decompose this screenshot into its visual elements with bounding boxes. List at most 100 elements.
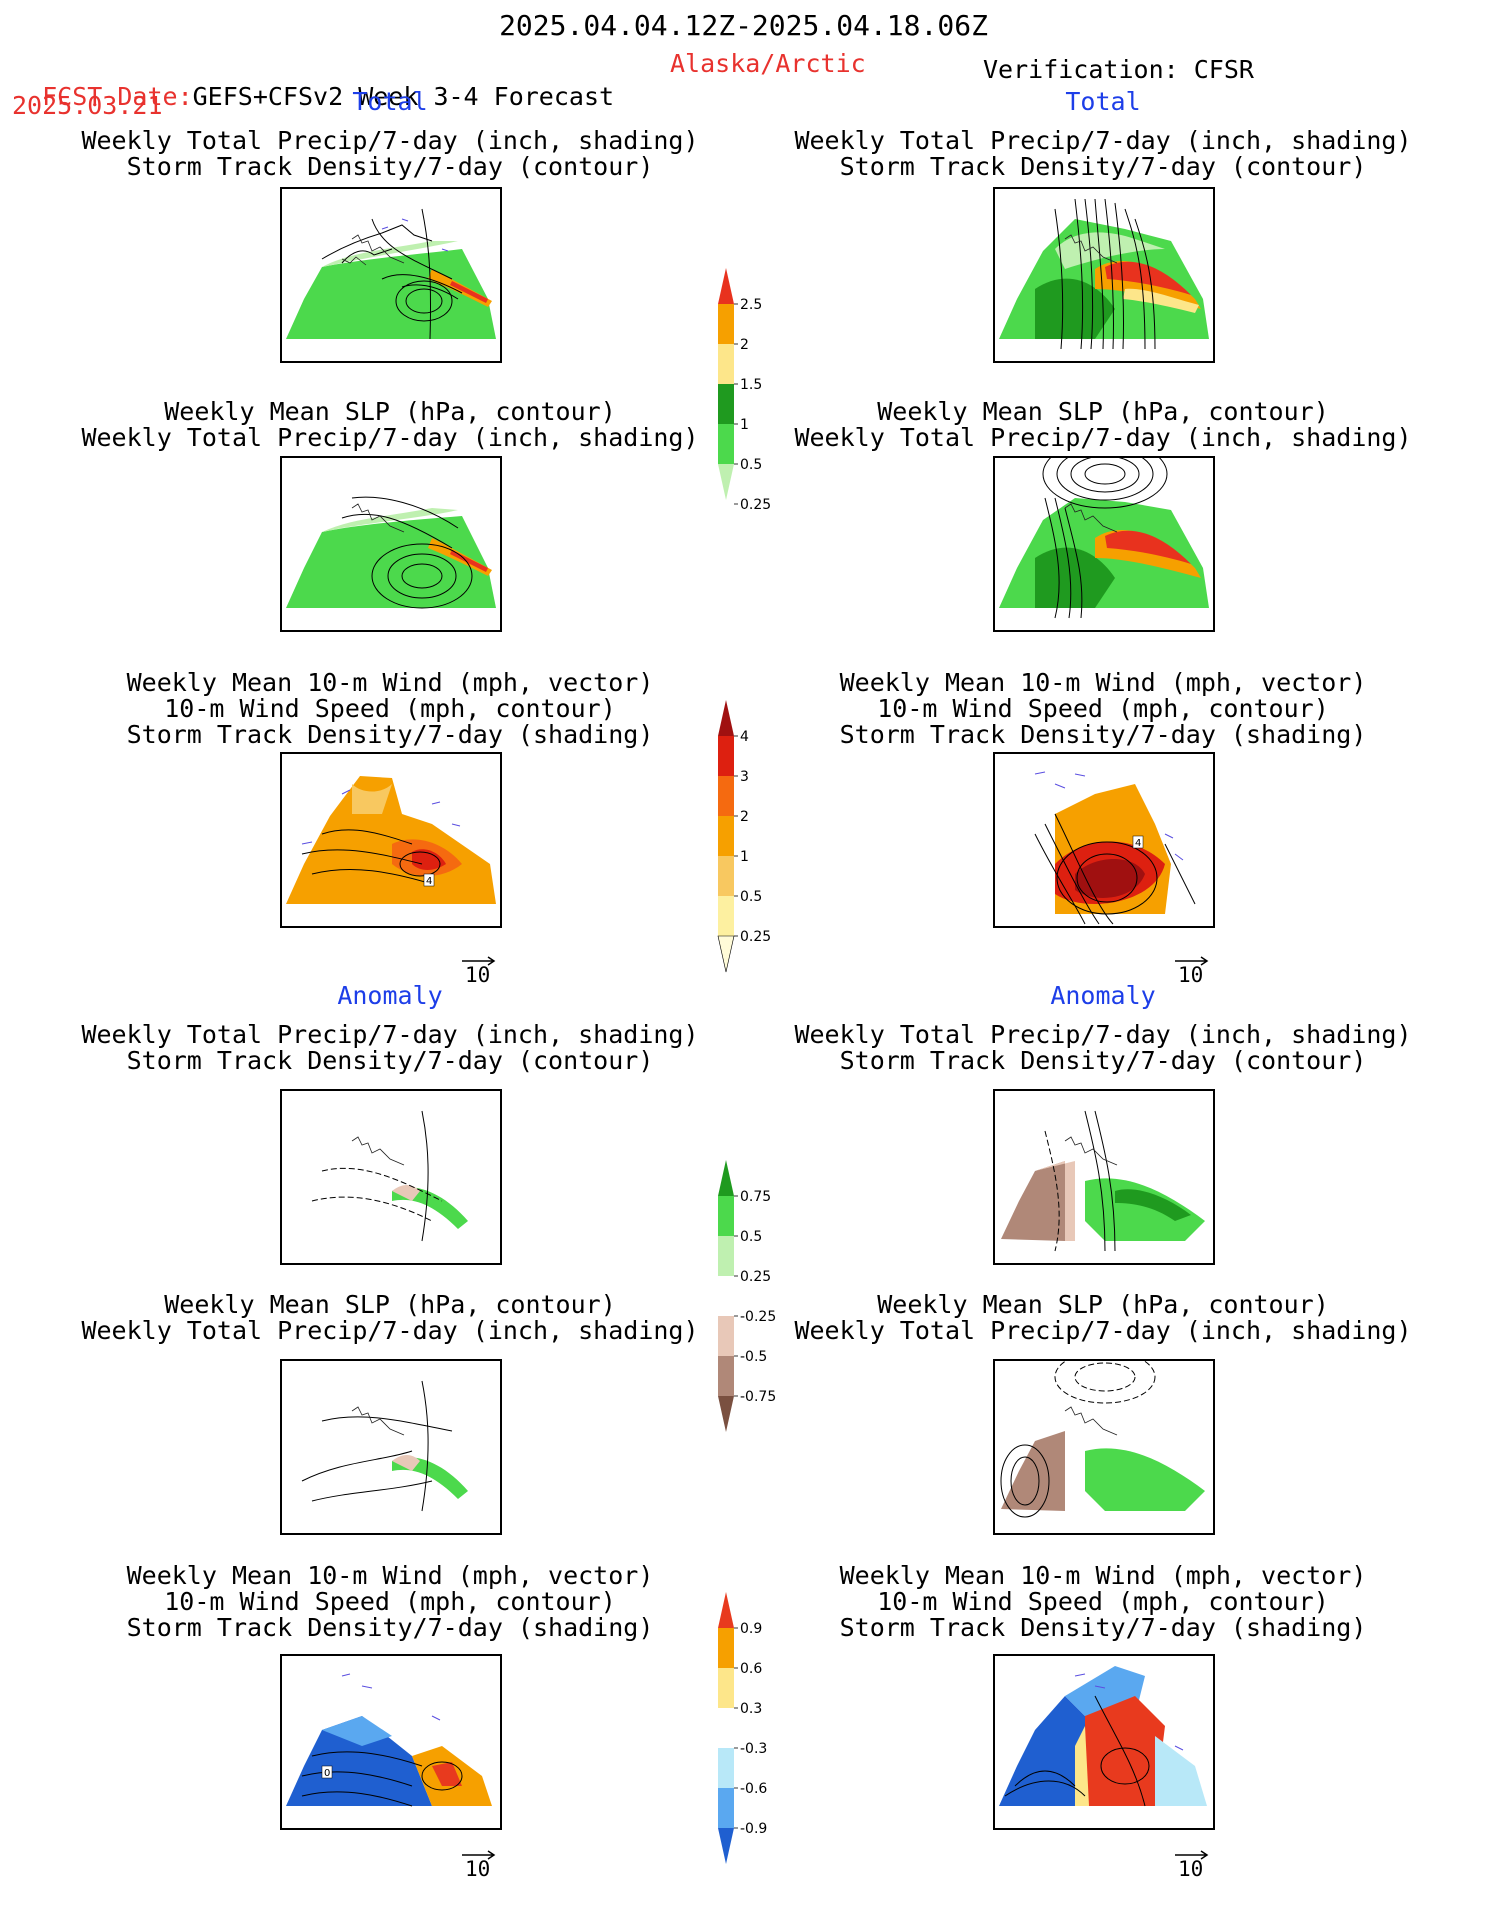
colorbar-tick-label: 0.25 <box>740 929 771 945</box>
panel-title-r6-line2: 10-m Wind Speed (mph, contour) <box>877 1587 1329 1616</box>
panel-title-l5-line2: Weekly Total Precip/7-day (inch, shading… <box>81 1316 699 1345</box>
colorbar-tick-label: 0.5 <box>740 457 762 473</box>
panel-title-r3-line2: 10-m Wind Speed (mph, contour) <box>877 694 1329 723</box>
colorbar-tick-label: 0.25 <box>740 1269 771 1285</box>
fcst-date: 2025.03.21 <box>12 91 163 120</box>
colorbar-segment <box>718 1708 734 1748</box>
period-title: 2025.04.04.12Z-2025.04.18.06Z <box>499 9 988 42</box>
panel-title-l6-line2: 10-m Wind Speed (mph, contour) <box>164 1587 616 1616</box>
colorbar-segment <box>718 1748 734 1788</box>
colorbar-tick-label: 0.9 <box>740 1621 762 1637</box>
panel-title-l3-line1: Weekly Mean 10-m Wind (mph, vector) <box>126 668 654 697</box>
colorbar-segment <box>718 856 734 896</box>
colorbar-tick-label: -0.3 <box>740 1741 767 1757</box>
colorbar-segment <box>718 1316 734 1356</box>
colorbar-top-tip <box>718 1160 734 1196</box>
map-total-precip-storm-obs <box>993 187 1215 363</box>
map-anom-wind-storm-obs <box>993 1654 1215 1830</box>
panel-title-r3-line3: Storm Track Density/7-day (shading) <box>839 720 1367 749</box>
vector-ref-label-l1: 10 <box>465 963 491 987</box>
colorbar-segment <box>718 424 734 464</box>
colorbar-tick-label: 1.5 <box>740 377 762 393</box>
colorbar-tick-label: -0.6 <box>740 1781 767 1797</box>
fcst-date-line: FCST Date:GEFS+CFSv2 Week 3-4 Forecast <box>12 56 614 110</box>
panel-title-l6-line1: Weekly Mean 10-m Wind (mph, vector) <box>126 1561 654 1590</box>
colorbar-tick-label: 1 <box>740 849 749 865</box>
map-anom-slp-precip-fcst <box>280 1359 502 1535</box>
map-anom-precip-storm-fcst <box>280 1089 502 1265</box>
panel-title-r4-line2: Storm Track Density/7-day (contour) <box>839 1046 1367 1075</box>
colorbar-segment <box>718 1356 734 1396</box>
map-total-slp-precip-obs <box>993 456 1215 632</box>
vector-ref-arrow-r2 <box>1175 1850 1209 1860</box>
panel-title-l2-line1: Weekly Mean SLP (hPa, contour) <box>164 397 616 426</box>
vector-ref-arrow-l1 <box>462 956 496 966</box>
colorbar-segment <box>718 1788 734 1828</box>
colorbar-precip-total: 2.5 2 1.5 1 0.5 0.25 <box>718 268 798 513</box>
colorbar-tick-label: 0.25 <box>740 497 771 513</box>
colorbar-top-tip <box>718 268 734 304</box>
colorbar-storm-total: 4 3 2 1 0.5 0.25 <box>717 700 798 976</box>
colorbar-bottom-tip <box>718 464 734 500</box>
panel-title-l5-line1: Weekly Mean SLP (hPa, contour) <box>164 1290 616 1319</box>
storm-max-label-obs: 4 <box>1135 838 1141 849</box>
total-label-right: Total <box>1065 87 1141 116</box>
panel-title-l2-line2: Weekly Total Precip/7-day (inch, shading… <box>81 423 699 452</box>
colorbar-top-tip <box>718 700 734 736</box>
model-name: GEFS+CFSv2 Week 3-4 Forecast <box>192 82 615 111</box>
colorbar-precip-anom: 0.75 0.5 0.25 -0.25 -0.5 -0.75 <box>718 1160 798 1436</box>
map-total-wind-storm-fcst: 4 <box>280 752 502 928</box>
panel-title-l1-line1: Weekly Total Precip/7-day (inch, shading… <box>81 126 699 155</box>
colorbar-segment <box>718 1276 734 1316</box>
colorbar-bottom-tip <box>718 1828 734 1864</box>
colorbar-tick-label: 0.75 <box>740 1189 771 1205</box>
panel-title-r6-line1: Weekly Mean 10-m Wind (mph, vector) <box>839 1561 1367 1590</box>
panel-title-l4-line2: Storm Track Density/7-day (contour) <box>126 1046 654 1075</box>
map-total-slp-precip-fcst <box>280 456 502 632</box>
storm-anom-label-fcst: 0 <box>324 1768 330 1779</box>
colorbar-segment <box>718 736 734 776</box>
fcst-prefix: FCST Date: <box>42 82 193 111</box>
region-label: Alaska/Arctic <box>670 49 866 78</box>
vector-ref-arrow-r1 <box>1175 956 1209 966</box>
panel-title-r1-line1: Weekly Total Precip/7-day (inch, shading… <box>794 126 1412 155</box>
panel-title-r2-line1: Weekly Mean SLP (hPa, contour) <box>877 397 1329 426</box>
colorbar-tick-label: 0.3 <box>740 1701 762 1717</box>
colorbar-segment <box>718 304 734 344</box>
panel-title-l4-line1: Weekly Total Precip/7-day (inch, shading… <box>81 1020 699 1049</box>
colorbar-segment <box>718 384 734 424</box>
panel-title-r5-line2: Weekly Total Precip/7-day (inch, shading… <box>794 1316 1412 1345</box>
map-total-wind-storm-obs: 4 <box>993 752 1215 928</box>
colorbar-tick-label: -0.75 <box>740 1389 776 1405</box>
colorbar-segment <box>718 1668 734 1708</box>
anomaly-label-right: Anomaly <box>1050 981 1156 1010</box>
map-anom-slp-precip-obs <box>993 1359 1215 1535</box>
panel-title-l3-line2: 10-m Wind Speed (mph, contour) <box>164 694 616 723</box>
panel-title-l6-line3: Storm Track Density/7-day (shading) <box>126 1613 654 1642</box>
total-label-left: Total <box>352 87 428 116</box>
panel-title-l1-line2: Storm Track Density/7-day (contour) <box>126 152 654 181</box>
storm-max-label-fcst: 4 <box>426 876 432 887</box>
panel-title-l3-line3: Storm Track Density/7-day (shading) <box>126 720 654 749</box>
map-anom-wind-storm-fcst: 0 <box>280 1654 502 1830</box>
colorbar-tick-label: 2 <box>740 809 749 825</box>
colorbar-segment <box>718 1628 734 1668</box>
colorbar-tick-label: 0.5 <box>740 889 762 905</box>
panel-title-r5-line1: Weekly Mean SLP (hPa, contour) <box>877 1290 1329 1319</box>
panel-title-r4-line1: Weekly Total Precip/7-day (inch, shading… <box>794 1020 1412 1049</box>
panel-title-r3-line1: Weekly Mean 10-m Wind (mph, vector) <box>839 668 1367 697</box>
colorbar-segment <box>718 1196 734 1236</box>
colorbar-segment <box>718 896 734 936</box>
colorbar-tick-label: 3 <box>740 769 749 785</box>
colorbar-bottom-tip <box>717 935 735 973</box>
colorbar-tick-label: 2.5 <box>740 297 762 313</box>
panel-title-r1-line2: Storm Track Density/7-day (contour) <box>839 152 1367 181</box>
map-anom-precip-storm-obs <box>993 1089 1215 1265</box>
colorbar-tick-label: 0.5 <box>740 1229 762 1245</box>
colorbar-tick-label: 4 <box>740 729 749 745</box>
colorbar-tick-label: -0.5 <box>740 1349 767 1365</box>
colorbar-tick-label: 2 <box>740 337 749 353</box>
colorbar-tick-label: -0.9 <box>740 1821 767 1837</box>
anomaly-label-left: Anomaly <box>337 981 443 1010</box>
colorbar-tick-label: 1 <box>740 417 749 433</box>
